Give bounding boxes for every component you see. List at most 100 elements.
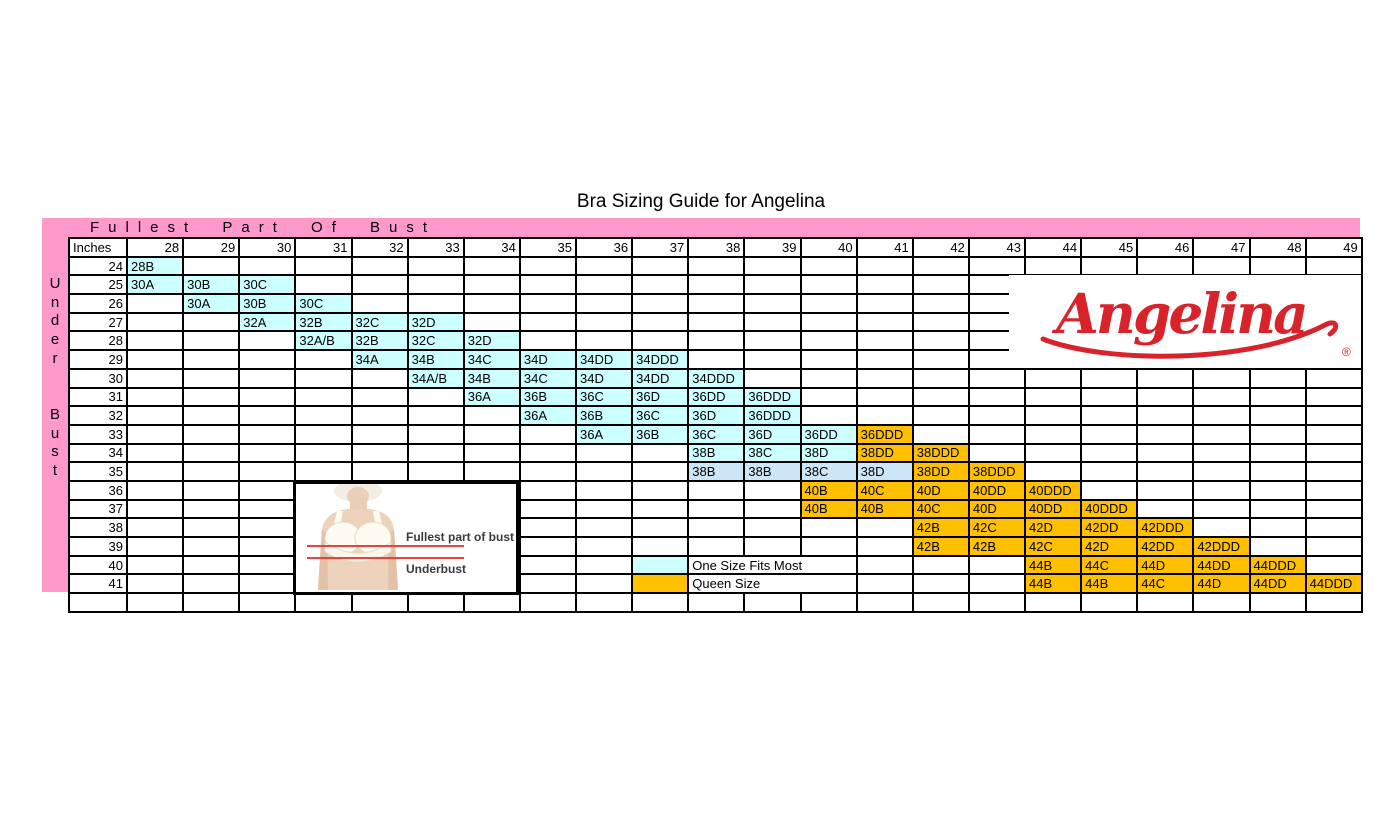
empty-cell	[518, 442, 578, 464]
size-cell: 36B	[518, 386, 578, 408]
size-cell: 30B	[238, 293, 297, 314]
empty-cell	[518, 311, 578, 333]
empty-cell	[799, 255, 858, 277]
empty-cell	[125, 423, 185, 445]
bust-col-header: 45	[1080, 237, 1139, 258]
empty-cell	[855, 293, 914, 314]
empty-cell	[294, 367, 353, 389]
empty-cell	[294, 349, 353, 370]
empty-cell	[238, 423, 297, 445]
left-axis-letter: d	[50, 312, 60, 330]
empty-cell	[574, 554, 634, 576]
empty-cell	[911, 311, 970, 333]
bust-col-header: 28	[125, 237, 185, 258]
empty-cell	[1136, 386, 1195, 408]
empty-cell	[518, 536, 578, 557]
size-cell: 44DD	[1248, 573, 1307, 595]
size-cell: 32B	[350, 330, 409, 352]
empty-cell	[855, 255, 914, 277]
size-cell: 38DDD	[911, 442, 970, 464]
underbust-row-header: 37	[68, 498, 128, 520]
bust-col-header: 37	[631, 237, 690, 258]
empty-cell	[855, 592, 914, 613]
underbust-row-header: 34	[68, 442, 128, 464]
size-cell: 44C	[1080, 554, 1139, 576]
empty-cell	[125, 442, 185, 464]
empty-cell	[1192, 386, 1251, 408]
size-cell: 38D	[799, 442, 858, 464]
empty-cell	[799, 330, 858, 352]
size-cell: 36D	[743, 423, 802, 445]
bra-size-table: Inches 28 29 30 31 32 33 34 35 36 37 38 39 40 41 42 43 44…	[68, 237, 1363, 613]
empty-cell	[1136, 423, 1195, 445]
empty-cell	[182, 592, 241, 613]
size-cell: 40D	[911, 479, 970, 501]
bust-col-header: 32	[350, 237, 409, 258]
empty-cell	[294, 405, 353, 426]
empty-cell	[182, 498, 241, 520]
empty-cell	[1023, 386, 1083, 408]
empty-cell	[1192, 592, 1251, 613]
empty-cell	[182, 554, 241, 576]
empty-cell	[238, 461, 297, 482]
size-cell: 38C	[799, 461, 858, 482]
empty-cell	[182, 573, 241, 595]
empty-cell	[182, 367, 241, 389]
empty-cell	[125, 592, 185, 613]
size-cell: 36C	[687, 423, 746, 445]
empty-cell	[1248, 386, 1307, 408]
empty-cell	[125, 498, 185, 520]
underbust-row-header: 30	[68, 367, 128, 389]
empty-cell	[631, 592, 690, 613]
empty-cell	[1248, 479, 1307, 501]
empty-cell	[406, 461, 465, 482]
empty-cell	[574, 330, 634, 352]
empty-cell	[1192, 255, 1251, 277]
measurement-diagram-box: Fullest part of bust Underbust	[293, 480, 519, 595]
empty-cell	[799, 517, 858, 538]
empty-cell	[855, 573, 914, 595]
bust-col-header: 41	[855, 237, 914, 258]
empty-cell	[1304, 554, 1363, 576]
size-cell: 44DD	[1192, 554, 1251, 576]
underbust-row-header: 26	[68, 293, 128, 314]
size-cell: 40C	[855, 479, 914, 501]
bust-col-header: 35	[518, 237, 578, 258]
size-cell: 32C	[350, 311, 409, 333]
size-cell: 32D	[462, 330, 521, 352]
size-cell: 38C	[743, 442, 802, 464]
size-cell: 36D	[687, 405, 746, 426]
size-cell: 42DDD	[1192, 536, 1251, 557]
size-cell: 34D	[574, 367, 634, 389]
empty-cell	[1248, 461, 1307, 482]
empty-cell	[125, 386, 185, 408]
underbust-row-header: 28	[68, 330, 128, 352]
empty-cell	[182, 517, 241, 538]
inches-corner-header: Inches	[68, 237, 128, 258]
empty-cell	[631, 517, 690, 538]
size-cell: 36DDD	[743, 405, 802, 426]
empty-cell	[125, 517, 185, 538]
empty-cell	[294, 442, 353, 464]
empty-cell	[743, 293, 802, 314]
empty-cell	[350, 423, 409, 445]
size-cell: 44B	[1023, 554, 1083, 576]
empty-cell	[855, 386, 914, 408]
size-cell: 42B	[911, 517, 970, 538]
empty-cell	[1192, 498, 1251, 520]
empty-cell	[1136, 498, 1195, 520]
empty-cell	[238, 405, 297, 426]
table-row: 36 40B 40C 40D 40DD 40DDD	[68, 479, 1363, 501]
bust-col-header: 48	[1248, 237, 1307, 258]
empty-cell	[574, 479, 634, 501]
empty-cell	[631, 255, 690, 277]
empty-cell	[182, 386, 241, 408]
size-cell: 38B	[687, 461, 746, 482]
empty-cell	[1304, 592, 1363, 613]
empty-cell	[799, 592, 858, 613]
empty-cell	[799, 367, 858, 389]
empty-cell	[518, 517, 578, 538]
empty-cell	[1023, 423, 1083, 445]
empty-cell	[743, 274, 802, 296]
